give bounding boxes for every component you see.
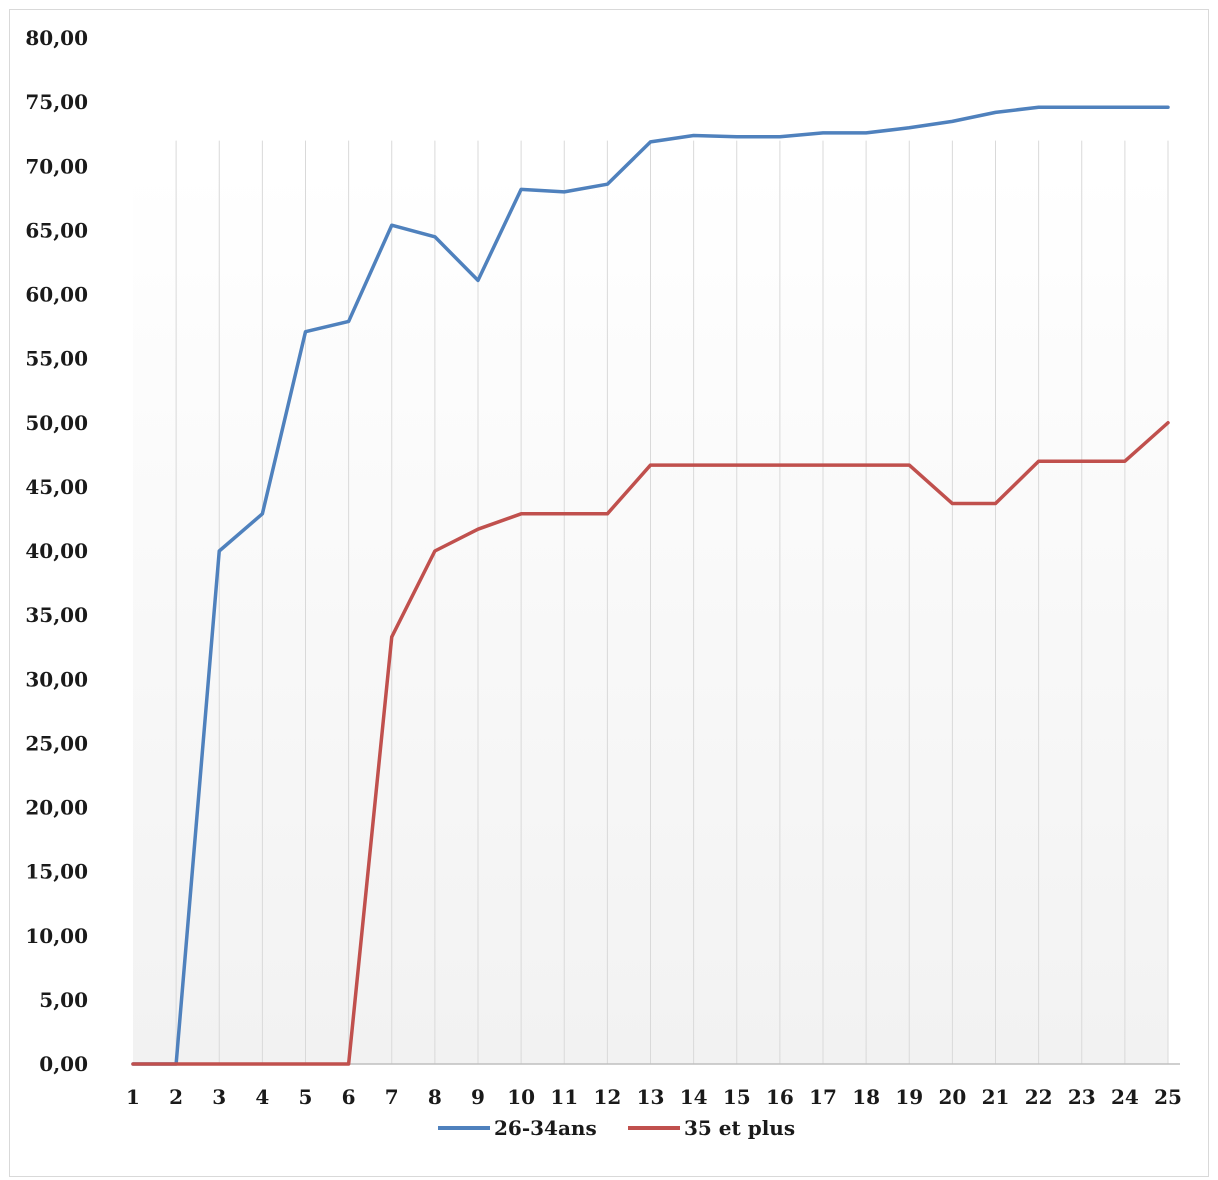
- y-tick-label: 40,00: [25, 539, 88, 563]
- y-tick-label: 0,00: [39, 1052, 88, 1076]
- x-tick-label: 4: [255, 1085, 269, 1109]
- x-tick-label: 3: [212, 1085, 226, 1109]
- x-tick-label: 16: [766, 1085, 794, 1109]
- x-tick-label: 13: [637, 1085, 665, 1109]
- series-line-1: [131, 105, 1170, 1066]
- legend-label-2: 35 et plus: [684, 1116, 795, 1140]
- x-tick-label: 8: [428, 1085, 442, 1109]
- x-tick-label: 25: [1154, 1085, 1182, 1109]
- x-tick-label: 24: [1111, 1085, 1139, 1109]
- x-tick-label: 22: [1025, 1085, 1053, 1109]
- x-tick-label: 17: [809, 1085, 837, 1109]
- x-tick-label: 23: [1068, 1085, 1096, 1109]
- y-tick-label: 25,00: [25, 731, 88, 755]
- series-line-2: [131, 421, 1170, 1066]
- grid-lines: [175, 140, 1169, 1064]
- y-tick-label: 60,00: [25, 283, 88, 307]
- axes: 0,00 5,00 10,00 15,00 20,00 25,00 30,00 35,00 40…: [25, 26, 1182, 1109]
- x-tick-label: 7: [385, 1085, 399, 1109]
- x-tick-label: 2: [169, 1085, 183, 1109]
- y-tick-label: 5,00: [39, 988, 88, 1012]
- y-tick-label: 55,00: [25, 347, 88, 371]
- y-tick-label: 35,00: [25, 603, 88, 627]
- x-tick-label: 20: [938, 1085, 966, 1109]
- x-tick-label: 10: [507, 1085, 535, 1109]
- y-tick-label: 80,00: [25, 26, 88, 50]
- y-tick-label: 20,00: [25, 796, 88, 820]
- y-tick-label: 50,00: [25, 411, 88, 435]
- x-tick-label: 19: [895, 1085, 923, 1109]
- y-tick-label: 10,00: [25, 924, 88, 948]
- y-tick-label: 45,00: [25, 475, 88, 499]
- x-tick-label: 12: [593, 1085, 621, 1109]
- legend: 26-34ans 35 et plus: [438, 1116, 795, 1140]
- y-tick-label: 15,00: [25, 860, 88, 884]
- x-tick-label: 21: [982, 1085, 1010, 1109]
- series-lines: [131, 105, 1170, 1066]
- x-tick-label: 11: [550, 1085, 578, 1109]
- y-tick-label: 70,00: [25, 154, 88, 178]
- y-tick-label: 75,00: [25, 90, 88, 114]
- x-tick-label: 9: [471, 1085, 485, 1109]
- x-tick-label: 18: [852, 1085, 880, 1109]
- x-tick-label: 15: [723, 1085, 751, 1109]
- x-tick-label: 6: [342, 1085, 356, 1109]
- y-tick-label: 30,00: [25, 667, 88, 691]
- legend-label-1: 26-34ans: [494, 1116, 597, 1140]
- x-tick-label: 14: [680, 1085, 708, 1109]
- x-tick-label: 5: [299, 1085, 313, 1109]
- y-tick-label: 65,00: [25, 218, 88, 242]
- x-tick-label: 1: [126, 1085, 140, 1109]
